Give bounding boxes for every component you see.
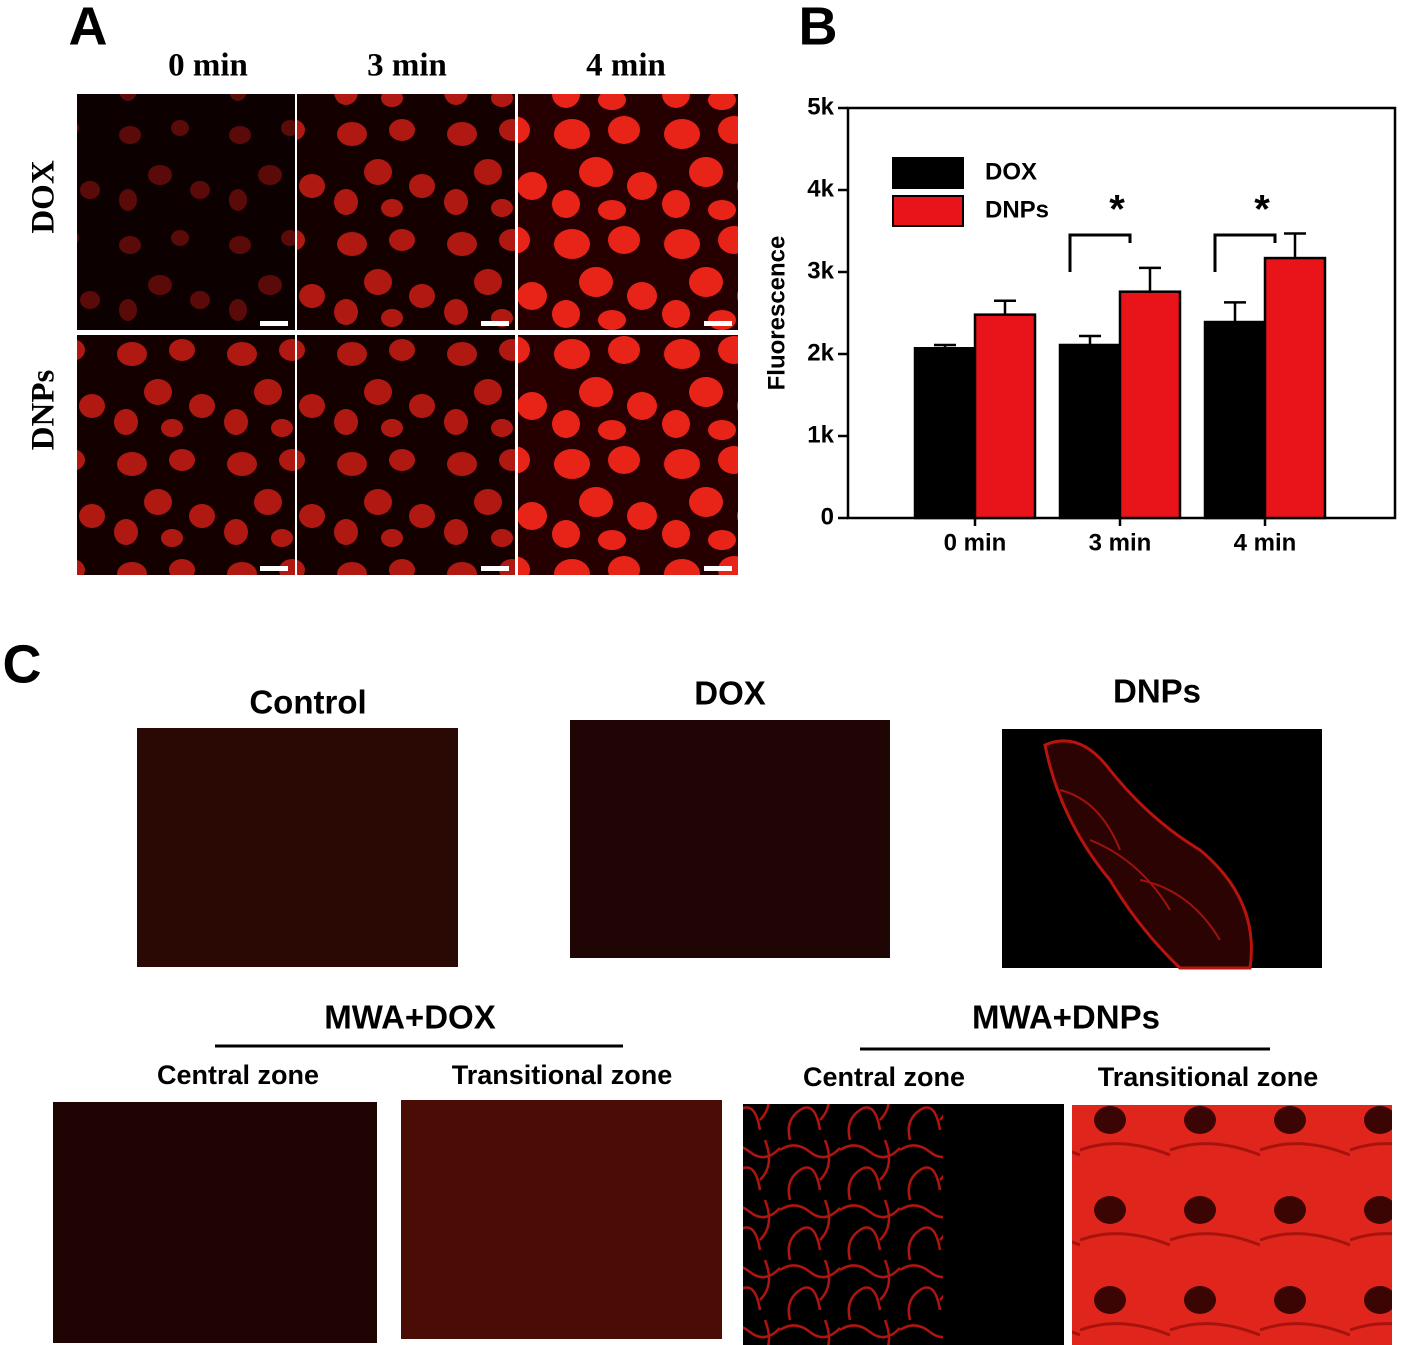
error-bar	[994, 299, 1016, 315]
micrograph	[401, 1100, 722, 1339]
significance-mark: *	[1254, 188, 1270, 232]
zone-label: Central zone	[803, 1062, 965, 1092]
x-tick-label: 4 min	[1234, 529, 1297, 556]
x-tick-label: 0 min	[944, 529, 1007, 556]
y-tick-label: 0	[821, 503, 834, 530]
column-label: 3 min	[367, 48, 447, 84]
bar	[1263, 256, 1327, 520]
micrograph	[297, 94, 515, 330]
y-tick-label: 4k	[807, 175, 834, 202]
panel-label: C	[3, 634, 42, 694]
scale-bars	[260, 321, 732, 571]
error-bar	[934, 343, 956, 349]
micrograph	[518, 335, 738, 575]
micrograph	[137, 728, 458, 967]
legend-swatch	[892, 157, 964, 189]
bar	[973, 313, 1037, 520]
legend-swatch	[892, 195, 964, 227]
column-label: 4 min	[586, 48, 666, 84]
legend-label: DNPs	[985, 196, 1049, 223]
error-bar	[1224, 301, 1246, 323]
panel-label: A	[69, 0, 108, 56]
micrograph	[53, 1102, 377, 1343]
y-tick-label: 5k	[807, 93, 834, 120]
micrograph	[1072, 1105, 1392, 1345]
error-bar	[1079, 334, 1101, 345]
image-title: DNPs	[1113, 673, 1201, 710]
micrograph	[1002, 729, 1322, 970]
legend-label: DOX	[985, 158, 1037, 185]
micrograph	[570, 720, 890, 958]
group-title: MWA+DNPs	[972, 999, 1160, 1036]
image-title: DOX	[694, 675, 766, 712]
micrograph	[77, 335, 295, 575]
bar	[913, 347, 977, 520]
significance-bracket	[1213, 233, 1277, 272]
panel-label: B	[799, 0, 838, 56]
y-tick-label: 1k	[807, 421, 834, 448]
error-bar	[1284, 232, 1306, 259]
bar	[1118, 290, 1182, 520]
error-bar	[1139, 266, 1161, 292]
bar	[1058, 343, 1122, 520]
micrograph	[297, 335, 515, 575]
y-tick-label: 3k	[807, 257, 834, 284]
micrograph-grid	[77, 94, 738, 575]
group-title: MWA+DOX	[324, 999, 495, 1036]
zone-label: Transitional zone	[452, 1060, 673, 1090]
micrograph	[518, 94, 738, 330]
y-axis-label: Fluorescence	[763, 236, 790, 391]
bar	[1203, 320, 1267, 520]
column-label: 0 min	[168, 48, 248, 84]
y-tick-label: 2k	[807, 339, 834, 366]
row-label: DNPs	[26, 370, 62, 451]
significance-bracket	[1068, 233, 1132, 272]
image-title: Control	[249, 684, 366, 721]
row-label: DOX	[26, 160, 62, 234]
zone-label: Transitional zone	[1098, 1062, 1319, 1092]
x-tick-label: 3 min	[1089, 529, 1152, 556]
micrograph	[743, 1104, 1064, 1345]
micrograph	[77, 94, 295, 330]
zone-label: Central zone	[157, 1060, 319, 1090]
significance-mark: *	[1109, 188, 1125, 232]
